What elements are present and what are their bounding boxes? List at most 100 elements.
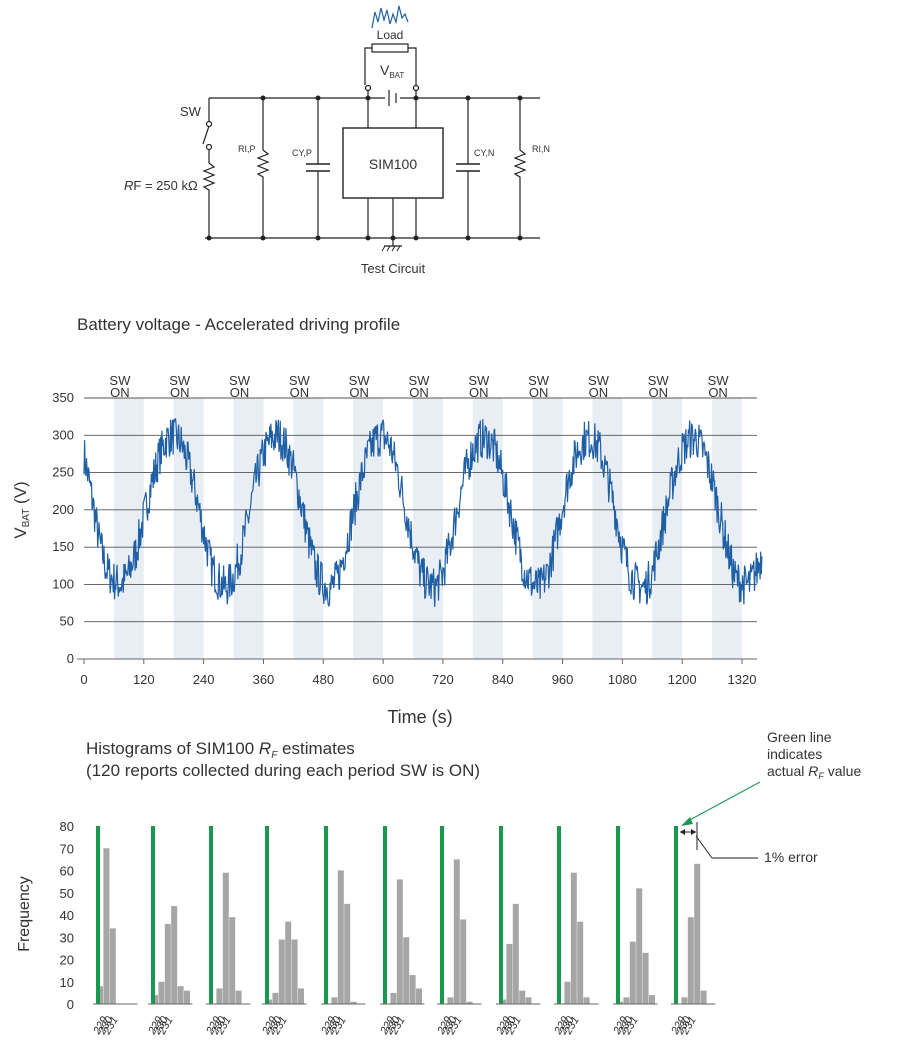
hist-y-tick-label: 0 [67,997,74,1012]
voltage-chart: Battery voltage - Accelerated driving pr… [11,315,763,727]
ground-icon [381,238,402,252]
histogram-bar [623,997,630,1004]
hist-y-tick-label: 80 [60,819,74,834]
y-tick-label: 200 [52,502,74,517]
histogram-bar [337,870,344,1004]
histogram-bar [506,943,513,1004]
histogram-bar [396,879,403,1004]
sw-on-label-bottom: ON [349,385,369,400]
sw-on-label-bottom: ON [170,385,190,400]
rf-label: RF = 250 kΩ [124,178,198,193]
chip-label: SIM100 [369,156,417,172]
histogram-bar [344,903,351,1004]
histogram-bar [177,986,184,1004]
vbat-series-line [83,418,763,608]
x-tick-label: 1200 [668,672,697,687]
sw-on-label-top: SW [409,373,431,388]
circuit-caption: Test Circuit [361,261,426,276]
x-tick-label: 240 [193,672,215,687]
histogram-bar [629,941,636,1004]
sw-on-label-top: SW [169,373,191,388]
histogram-bar [409,975,416,1004]
y-tick-label: 50 [60,614,74,629]
actual-rf-line [96,826,100,1004]
voltage-chart-title: Battery voltage - Accelerated driving pr… [77,315,400,334]
x-tick-label: 840 [492,672,514,687]
histogram-bar [272,992,279,1004]
hist-y-tick-label: 70 [60,841,74,856]
histogram-bar [285,921,292,1004]
sw-on-label-top: SW [109,373,131,388]
rip-label: RI,P [238,144,256,154]
sw-on-band [652,398,683,659]
annotation-green-line2: indicates [767,746,822,762]
actual-rf-line [674,826,678,1004]
sw-on-label-bottom: ON [290,385,310,400]
actual-rf-line [265,826,269,1004]
hist-y-tick-label: 30 [60,930,74,945]
histogram-bar [331,997,338,1004]
actual-rf-line [616,826,620,1004]
load-waveform-icon [371,5,409,29]
sw-on-label-top: SW [528,373,550,388]
annotation-green-line1: Green line [767,729,832,745]
histogram-chart: Histograms of SIM100 RF estimates (120 r… [16,729,861,1037]
x-tick-label: 600 [372,672,394,687]
histogram-bar [109,928,116,1004]
histogram-bar [235,990,242,1004]
sw-on-label-bottom: ON [649,385,669,400]
actual-rf-line [151,826,155,1004]
sw-on-label-bottom: ON [110,385,130,400]
histogram-bar [466,1001,473,1004]
sw-on-label-top: SW [229,373,251,388]
switch-sw [202,98,213,151]
histogram-bar [298,988,304,1004]
histogram-bar [350,1001,357,1004]
actual-rf-line [209,826,213,1004]
histogram-bar [687,917,694,1004]
actual-rf-line [557,826,561,1004]
sw-on-band [712,398,742,659]
hist-y-tick-label: 10 [60,975,74,990]
sw-on-band [233,398,264,659]
resistor-ri-n [513,98,527,238]
actual-rf-line [324,826,328,1004]
error-annotation: 1% error [680,822,818,865]
capacitor-cy-p [306,98,330,238]
hist-y-tick-label: 40 [60,908,74,923]
rin-label: RI,N [532,144,550,154]
green-line-annotation: Green line indicates actual RF value [681,729,861,826]
x-tick-label: 960 [552,672,574,687]
histogram-bar [158,981,165,1004]
load-resistor [371,43,409,53]
test-circuit: Load VBAT [124,5,550,276]
histogram-y-axis-label: Frequency [16,876,33,952]
histogram-bar [512,903,519,1004]
sw-on-label-bottom: ON [708,385,728,400]
histogram-bar [649,995,655,1004]
sw-on-label-top: SW [648,373,670,388]
histogram-bar [403,937,410,1004]
x-tick-label: 1080 [608,672,637,687]
annotation-green-line3: actual RF value [767,763,861,781]
histogram-bar [229,917,236,1004]
histogram-bar [700,990,707,1004]
sim100-chip [342,127,444,199]
vbat-label: VBAT [380,62,404,80]
histogram-bar [570,872,577,1004]
x-tick-label: 360 [253,672,275,687]
histogram-bar [278,939,285,1004]
sw-on-label-bottom: ON [589,385,609,400]
histogram-bar [216,988,223,1004]
histogram-bar [681,997,688,1004]
sw-on-label-top: SW [708,373,730,388]
voltage-x-ticks: 0 120 240 360 480 600 720 840 960 1080 1200 1320 [80,659,756,687]
